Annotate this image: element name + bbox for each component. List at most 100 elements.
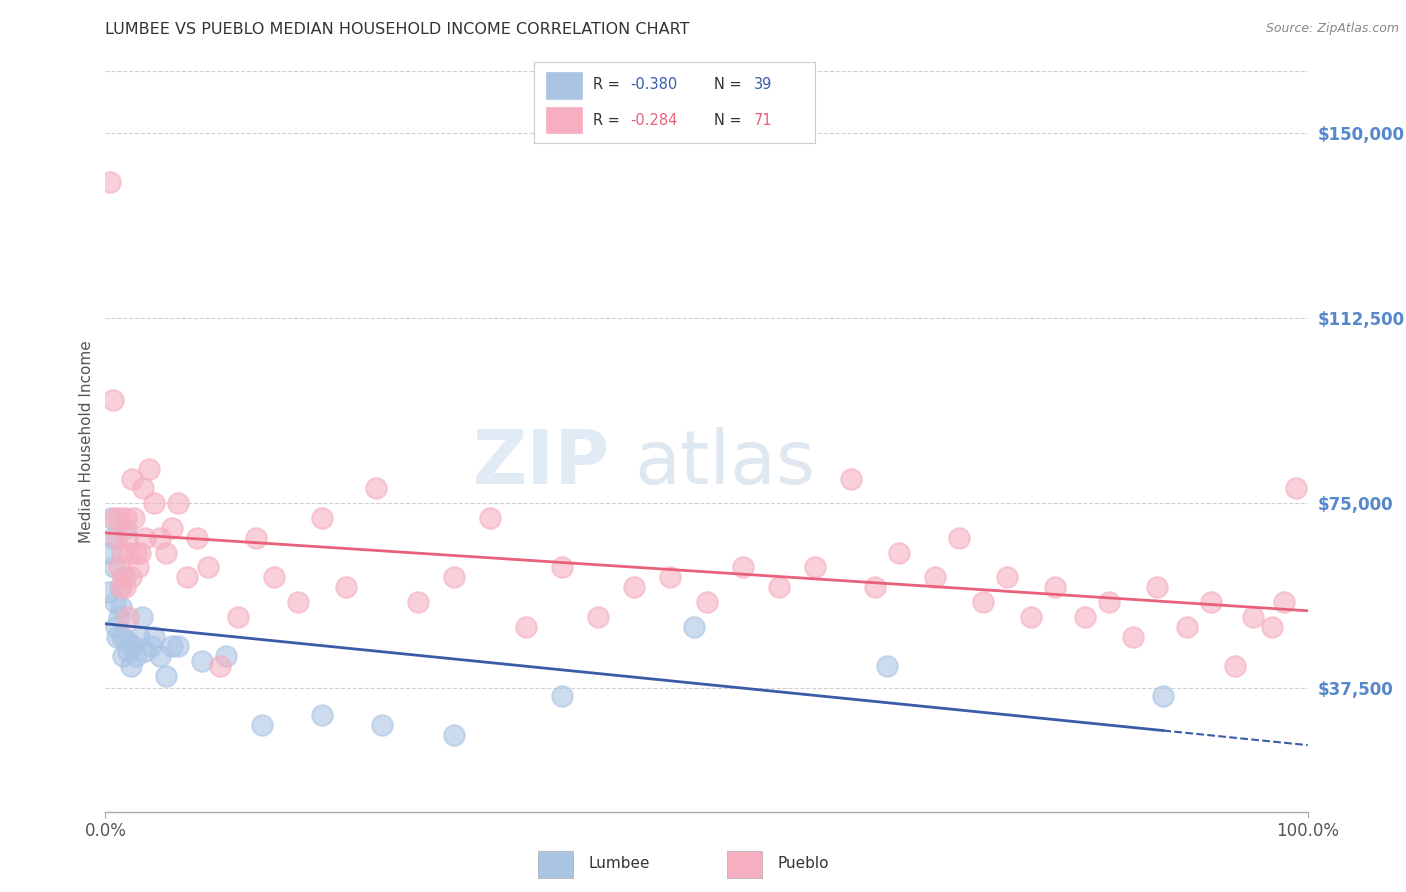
- Point: [101, 392, 124, 407]
- Text: atlas: atlas: [634, 427, 815, 500]
- Point: [371, 718, 394, 732]
- Y-axis label: Median Household Income: Median Household Income: [79, 340, 94, 543]
- Point: [124, 649, 146, 664]
- Point: [98, 545, 121, 560]
- Point: [226, 609, 249, 624]
- Point: [115, 511, 138, 525]
- Point: [190, 654, 212, 668]
- Point: [1284, 482, 1306, 496]
- Text: N =: N =: [714, 112, 747, 128]
- Point: [972, 595, 994, 609]
- Point: [142, 630, 165, 644]
- Point: [114, 570, 136, 584]
- Point: [124, 511, 146, 525]
- Point: [128, 630, 150, 644]
- Point: [112, 649, 135, 664]
- Point: [1019, 609, 1042, 624]
- Point: [1146, 580, 1168, 594]
- Point: [176, 570, 198, 584]
- Point: [124, 545, 146, 560]
- Point: [107, 560, 129, 574]
- Point: [105, 619, 128, 633]
- Point: [208, 659, 231, 673]
- Point: [132, 482, 155, 496]
- Point: [122, 640, 145, 654]
- Text: R =: R =: [593, 78, 624, 93]
- Text: 71: 71: [754, 112, 772, 128]
- Point: [107, 609, 129, 624]
- Point: [112, 570, 135, 584]
- Point: [364, 482, 387, 496]
- Point: [245, 531, 267, 545]
- Point: [995, 570, 1018, 584]
- Point: [104, 595, 127, 609]
- Point: [155, 545, 177, 560]
- Point: [803, 560, 825, 574]
- Point: [120, 570, 142, 584]
- Point: [148, 649, 170, 664]
- Point: [406, 595, 429, 609]
- Point: [134, 644, 156, 658]
- Point: [111, 630, 134, 644]
- Point: [148, 531, 170, 545]
- Point: [139, 640, 162, 654]
- Point: [111, 545, 134, 560]
- Point: [924, 570, 946, 584]
- Point: [214, 649, 236, 664]
- Point: [588, 609, 610, 624]
- Text: N =: N =: [714, 78, 747, 93]
- Text: -0.380: -0.380: [630, 78, 678, 93]
- Point: [186, 531, 208, 545]
- Text: 39: 39: [754, 78, 772, 93]
- Point: [1243, 609, 1265, 624]
- Point: [443, 728, 465, 742]
- Point: [138, 461, 160, 475]
- Point: [1272, 595, 1295, 609]
- Bar: [537, 851, 574, 878]
- Point: [110, 599, 132, 614]
- Point: [263, 570, 285, 584]
- Point: [142, 496, 165, 510]
- Point: [107, 630, 129, 644]
- Bar: [727, 851, 762, 878]
- Point: [103, 560, 125, 574]
- Point: [768, 580, 790, 594]
- Point: [115, 521, 138, 535]
- Point: [659, 570, 682, 584]
- Point: [551, 689, 574, 703]
- Text: ZIP: ZIP: [472, 427, 610, 500]
- Point: [117, 644, 139, 658]
- Text: Lumbee: Lumbee: [589, 855, 651, 871]
- Point: [127, 560, 149, 574]
- Point: [696, 595, 718, 609]
- Point: [98, 585, 121, 599]
- Point: [121, 471, 143, 485]
- Point: [134, 531, 156, 545]
- Point: [551, 560, 574, 574]
- Point: [1201, 595, 1223, 609]
- Point: [311, 708, 333, 723]
- Point: [108, 511, 131, 525]
- Point: [120, 659, 142, 673]
- Point: [731, 560, 754, 574]
- Point: [335, 580, 357, 594]
- Point: [1260, 619, 1282, 633]
- Point: [118, 545, 141, 560]
- Point: [115, 531, 138, 545]
- Point: [1175, 619, 1198, 633]
- Point: [160, 521, 183, 535]
- Point: [155, 669, 177, 683]
- Point: [115, 634, 138, 648]
- Point: [1122, 630, 1144, 644]
- Point: [166, 640, 188, 654]
- Point: [623, 580, 645, 594]
- Text: Pueblo: Pueblo: [778, 855, 830, 871]
- Point: [107, 531, 129, 545]
- Point: [197, 560, 219, 574]
- Point: [1152, 689, 1174, 703]
- Point: [515, 619, 537, 633]
- Point: [98, 175, 121, 190]
- Text: LUMBEE VS PUEBLO MEDIAN HOUSEHOLD INCOME CORRELATION CHART: LUMBEE VS PUEBLO MEDIAN HOUSEHOLD INCOME…: [105, 22, 690, 37]
- Point: [108, 580, 131, 594]
- Bar: [546, 72, 582, 99]
